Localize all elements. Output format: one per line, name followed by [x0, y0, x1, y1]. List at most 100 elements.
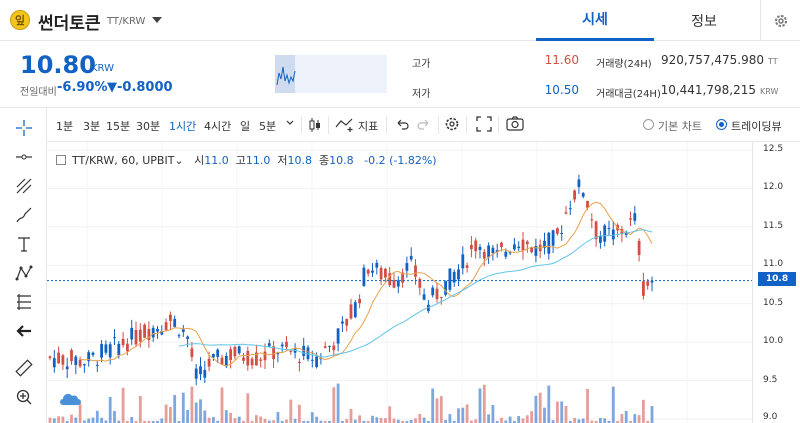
candle-body: [113, 337, 116, 339]
crosshair-icon[interactable]: [12, 116, 36, 140]
tradingview-radio[interactable]: [716, 119, 727, 130]
redo-icon[interactable]: [417, 117, 431, 134]
y-tick-label: 11.5: [763, 221, 784, 231]
divider: [386, 116, 387, 134]
high-value: 11.60: [544, 53, 579, 67]
trend-lines-icon[interactable]: [12, 174, 36, 198]
fullscreen-icon[interactable]: [476, 116, 492, 135]
volume-bar: [491, 404, 495, 423]
volume-bar: [194, 402, 198, 423]
legend-symbol[interactable]: TT/KRW, 60, UPBIT: [72, 154, 175, 167]
amount-label: 거래대금(24H): [596, 89, 661, 100]
tab-info[interactable]: 정보: [691, 13, 717, 30]
chevron-down-icon[interactable]: [152, 17, 162, 23]
interval-30m[interactable]: 30분: [136, 120, 161, 133]
legend-toggle-icon[interactable]: [56, 155, 66, 165]
volume-unit: TT: [768, 57, 778, 66]
basic-chart-label[interactable]: 기본 차트: [658, 120, 702, 133]
candle-body: [474, 240, 478, 252]
volume-bar: [121, 387, 125, 423]
volume-bar: [177, 420, 181, 423]
current-price-tag: 10.8: [758, 272, 796, 286]
candle-body: [349, 304, 353, 319]
candle-body: [452, 271, 456, 283]
volume-bar: [233, 418, 237, 423]
candle-body: [599, 236, 602, 243]
volume-bar: [581, 418, 585, 423]
price-axis[interactable]: 12.5 12.0 11.5 11.0 10.5 10.0 9.5 9.0: [752, 142, 800, 423]
chart-settings-gear-icon[interactable]: [444, 116, 460, 135]
volume-bar: [379, 417, 383, 423]
interval-day[interactable]: 일: [240, 120, 251, 133]
candle-body: [78, 359, 82, 367]
fibonacci-icon[interactable]: [12, 290, 36, 314]
volume-bar: [573, 417, 576, 423]
interval-5m[interactable]: 5분: [259, 120, 277, 133]
candle-body: [280, 344, 284, 347]
tradingview-label[interactable]: 트레이딩뷰: [731, 120, 782, 133]
volume-bar: [151, 420, 155, 423]
candle-body: [207, 358, 211, 367]
volume-bar: [302, 420, 306, 423]
volume-bar: [229, 412, 232, 423]
volume-bar: [560, 401, 564, 423]
candle-body: [504, 251, 508, 257]
candle-body: [568, 208, 572, 210]
tab-market-price[interactable]: 시세: [536, 0, 654, 41]
indicator-button[interactable]: 지표: [358, 120, 379, 133]
current-price: 10.80: [20, 51, 96, 79]
volume-bar: [577, 419, 581, 423]
interval-3m[interactable]: 3분: [83, 120, 101, 133]
volume-label: 거래량(24H): [596, 59, 652, 70]
interval-chevron-down-icon[interactable]: [285, 117, 295, 132]
ruler-icon[interactable]: [12, 356, 36, 380]
candle-body: [134, 329, 138, 345]
interval-4h[interactable]: 4시간: [204, 120, 232, 133]
zoom-in-icon[interactable]: [12, 385, 36, 409]
price-summary: 10.80 KRW 전일대비 -6.90% ▼-0.8000 고가 11.60 …: [0, 41, 800, 108]
volume-bar: [513, 420, 516, 423]
indicator-icon[interactable]: [335, 116, 355, 135]
price-chart[interactable]: [47, 142, 752, 423]
volume-bar: [530, 411, 533, 423]
volume-bar: [328, 420, 331, 423]
coin-name[interactable]: 썬더토큰: [38, 14, 101, 34]
volume-bar: [633, 414, 637, 423]
volume-bar: [147, 420, 151, 423]
legend-open-value: 11.0: [204, 154, 229, 167]
candle-body: [121, 338, 125, 346]
volume-bar: [156, 420, 159, 423]
volume-bar: [478, 388, 482, 423]
text-tool-icon[interactable]: [12, 232, 36, 256]
candle-body: [267, 343, 271, 347]
candle-body: [199, 366, 202, 375]
candle-body: [422, 294, 426, 300]
candle-body: [246, 350, 250, 366]
interval-1h[interactable]: 1시간: [169, 120, 197, 133]
candle-body: [414, 265, 417, 277]
amount-unit: KRW: [760, 87, 779, 96]
volume-bar: [224, 410, 228, 423]
volume-bar: [117, 420, 121, 423]
basic-chart-radio[interactable]: [643, 119, 654, 130]
camera-icon[interactable]: [506, 116, 524, 135]
interval-1m[interactable]: 1분: [56, 120, 74, 133]
brush-icon[interactable]: [12, 203, 36, 227]
pattern-icon[interactable]: [12, 261, 36, 285]
horizontal-line-icon[interactable]: [12, 145, 36, 169]
undo-icon[interactable]: [395, 117, 409, 134]
volume-bar: [65, 420, 69, 423]
arrow-back-icon[interactable]: [12, 319, 36, 343]
divider: [438, 116, 439, 134]
volume-bar: [439, 396, 443, 423]
settings-gear-icon[interactable]: [760, 0, 800, 41]
candle-type-icon[interactable]: [308, 116, 322, 137]
candle-body: [590, 219, 594, 221]
volume-bar: [216, 420, 220, 423]
legend-chevron-icon[interactable]: ⌄: [174, 154, 184, 167]
volume-bar: [358, 415, 361, 423]
interval-15m[interactable]: 15분: [106, 120, 131, 133]
cloud-logo-icon: [60, 394, 81, 405]
volume-bar: [353, 419, 357, 423]
volume-bar: [392, 418, 396, 423]
